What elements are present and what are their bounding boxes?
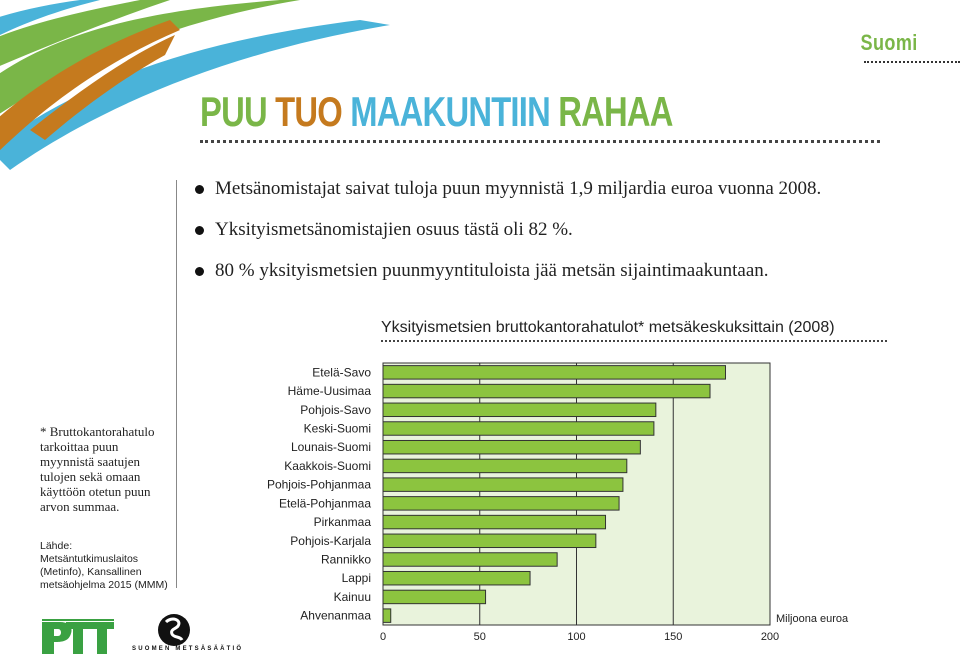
bar bbox=[382, 608, 392, 623]
x-tick-label: 0 bbox=[380, 631, 386, 643]
category-label: Ahvenanmaa bbox=[300, 609, 371, 623]
metsasaatio-logo-text: SUOMEN METSÄSÄÄTIÖ bbox=[132, 646, 244, 652]
bar bbox=[382, 439, 641, 455]
x-axis-label: Miljoona euroa bbox=[776, 613, 849, 625]
category-label: Etelä-Pohjanmaa bbox=[279, 496, 371, 510]
bullet-item: Yksityismetsänomistajien osuus tästä oli… bbox=[195, 217, 821, 258]
bar bbox=[382, 552, 558, 567]
bar bbox=[382, 402, 657, 418]
ptt-logo bbox=[42, 619, 114, 654]
bar bbox=[382, 570, 531, 586]
bullet-item: Metsänomistajat saivat tuloja puun myynn… bbox=[195, 176, 821, 217]
x-tick-label: 150 bbox=[664, 631, 682, 643]
category-label: Lappi bbox=[342, 571, 371, 585]
source-note: Lähde: Metsäntutkimuslaitos (Metinfo), K… bbox=[40, 540, 168, 591]
category-label: Kainuu bbox=[334, 590, 371, 604]
bar bbox=[382, 458, 628, 474]
category-label: Rannikko bbox=[321, 553, 371, 567]
category-label: Pohjois-Karjala bbox=[290, 534, 371, 548]
chart-title: Yksityismetsien bruttokantorahatulot* me… bbox=[381, 319, 835, 336]
language-underline bbox=[864, 61, 960, 63]
category-label: Etelä-Savo bbox=[312, 365, 371, 379]
bar bbox=[382, 496, 620, 511]
title-word-1: PUU bbox=[200, 88, 268, 135]
language-label: Suomi bbox=[860, 30, 918, 55]
category-label: Keski-Suomi bbox=[304, 422, 371, 436]
decorative-swoosh bbox=[0, 0, 390, 170]
bullet-list: Metsänomistajat saivat tuloja puun myynn… bbox=[195, 176, 821, 299]
bar bbox=[382, 477, 624, 492]
x-tick-label: 50 bbox=[474, 631, 486, 643]
divider-line bbox=[176, 180, 177, 588]
category-label: Kaakkois-Suomi bbox=[284, 459, 371, 473]
bar bbox=[382, 365, 726, 380]
bar bbox=[382, 589, 487, 605]
category-label: Pirkanmaa bbox=[314, 515, 372, 529]
chart-title-underline bbox=[381, 340, 887, 342]
title-word-2: TUO bbox=[275, 88, 343, 135]
x-tick-label: 100 bbox=[567, 631, 585, 643]
bar bbox=[382, 383, 711, 399]
page-title: PUU TUO MAAKUNTIIN RAHAA bbox=[200, 88, 673, 136]
bar bbox=[382, 514, 607, 530]
x-tick-label: 200 bbox=[761, 631, 779, 643]
title-word-3: MAAKUNTIIN bbox=[350, 88, 550, 135]
title-underline bbox=[200, 140, 880, 143]
footnote: * Bruttokantorahatulo tarkoittaa puun my… bbox=[40, 424, 155, 514]
bullet-item: 80 % yksityismetsien puunmyyntituloista … bbox=[195, 258, 821, 299]
category-label: Häme-Uusimaa bbox=[288, 384, 372, 398]
category-label: Pohjois-Savo bbox=[300, 403, 371, 417]
metsasaatio-logo bbox=[158, 614, 190, 646]
bar bbox=[382, 421, 655, 436]
category-label: Lounais-Suomi bbox=[291, 440, 371, 454]
bar bbox=[382, 533, 597, 549]
category-label: Pohjois-Pohjanmaa bbox=[267, 478, 371, 492]
title-word-4: RAHAA bbox=[558, 88, 673, 135]
